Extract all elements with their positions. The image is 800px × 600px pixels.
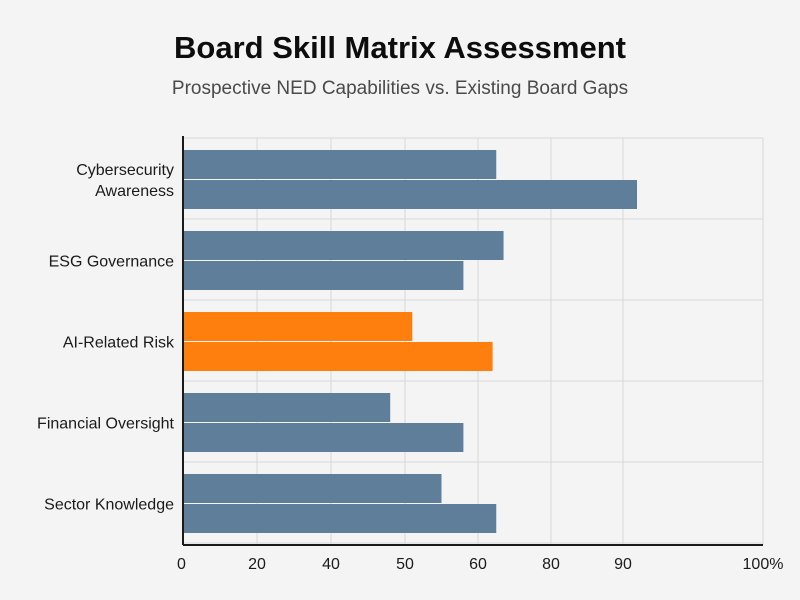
bar [183,150,497,179]
bar [183,393,391,422]
bar [183,342,493,371]
bar [183,504,497,533]
category-label: Awareness [95,183,174,200]
axes [182,136,763,546]
category-label: AI-Related Risk [63,335,175,352]
category-label: ESG Governance [49,254,175,271]
chart-subtitle: Prospective NED Capabilities vs. Existin… [171,78,629,99]
category-label: Sector Knowledge [44,497,174,514]
x-tick-label: 40 [322,556,340,573]
x-tick-label: 20 [248,556,266,573]
x-tick-label: 90 [614,556,632,573]
bar [183,261,464,290]
x-tick-label: 50 [396,556,414,573]
x-tick-label: 0 [177,556,186,573]
chart-title: Board Skill Matrix Assessment [174,30,626,65]
bar [183,423,464,452]
x-tick-label: 100% [743,556,784,573]
bars [183,150,637,533]
bar [183,180,637,209]
x-tick-label: 80 [542,556,560,573]
category-label: Cybersecurity [76,162,174,179]
category-labels: Cybersecurity Awareness ESG Governance AI-R… [37,162,175,514]
bar [183,231,504,260]
bar [183,312,413,341]
grid-lines [183,137,764,545]
category-label: Financial Oversight [37,416,175,433]
x-tick-label: 60 [469,556,487,573]
x-tick-labels: 0 20 40 50 60 80 90 100% [177,556,783,573]
bar [183,474,442,503]
